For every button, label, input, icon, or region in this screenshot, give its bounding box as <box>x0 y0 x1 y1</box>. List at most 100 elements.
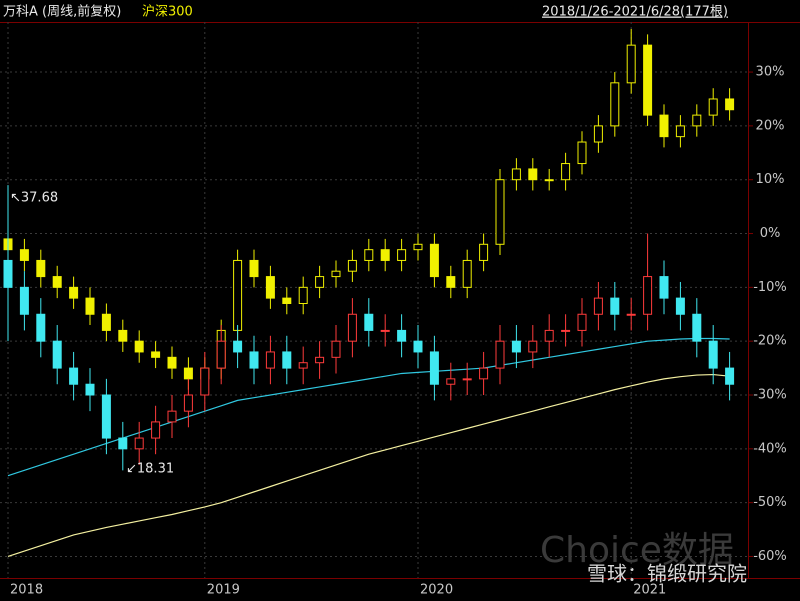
candle-body <box>528 168 538 181</box>
candle-body <box>577 141 587 165</box>
candle-body <box>561 329 571 332</box>
candle-body <box>462 378 472 381</box>
y-tick-label: -20% <box>753 334 787 349</box>
candle-body <box>249 351 259 369</box>
candle-body <box>577 313 587 331</box>
candle-body <box>708 340 718 369</box>
candle-body <box>315 356 325 364</box>
y-tick-label: -30% <box>753 387 787 402</box>
y-tick-label: -60% <box>753 549 787 564</box>
candle-body <box>101 394 111 439</box>
candle-body <box>183 367 193 380</box>
candle-body <box>216 340 226 369</box>
candle-body <box>610 297 620 315</box>
x-tick-label: 2020 <box>420 583 453 598</box>
candle-body <box>19 249 29 261</box>
candle-body <box>610 82 620 127</box>
x-tick-label: 2019 <box>207 583 240 598</box>
candle-body <box>397 329 407 342</box>
candle-body <box>134 437 144 450</box>
candle-body <box>692 114 702 127</box>
candle-body <box>593 125 603 143</box>
candle-body <box>101 313 111 331</box>
candle-body <box>36 259 46 278</box>
candle-body <box>3 259 13 288</box>
candle-body <box>708 98 718 116</box>
candle-body <box>331 340 341 358</box>
candle-body <box>511 168 521 181</box>
candle-body <box>183 394 193 412</box>
y-tick-label: 10% <box>756 172 785 187</box>
candle-body <box>380 329 390 332</box>
candle-body <box>298 286 308 304</box>
candle-body <box>495 179 505 245</box>
candle-body <box>315 276 325 288</box>
candle-body <box>643 44 653 116</box>
candle-body <box>364 313 374 331</box>
candle-body <box>167 410 177 423</box>
y-tick-label: -50% <box>753 495 787 510</box>
candle-body <box>85 297 95 315</box>
candle-body <box>675 297 685 315</box>
candle-body <box>282 297 292 304</box>
series-legend: 沪深300 <box>142 4 193 20</box>
candle-body <box>19 286 29 315</box>
candle-body <box>626 44 636 84</box>
candle-body <box>511 340 521 353</box>
candle-body <box>118 437 128 450</box>
candle-body <box>52 276 62 288</box>
y-tick-label: -10% <box>753 280 787 295</box>
candle-body <box>200 367 210 396</box>
watermark: 雪球：锦缎研究院 <box>587 562 747 586</box>
candle-body <box>265 276 275 299</box>
y-tick-label: -40% <box>753 441 787 456</box>
candle-body <box>36 313 46 342</box>
candle-body <box>364 249 374 261</box>
candle-body <box>134 340 144 353</box>
candle-body <box>593 297 603 315</box>
annotation: ↙18.31 <box>126 462 174 477</box>
y-tick-label: 20% <box>756 118 785 133</box>
candle-body <box>298 362 308 369</box>
candle-body <box>380 249 390 261</box>
candle-body <box>544 179 554 182</box>
x-tick-label: 2021 <box>633 583 666 598</box>
candle-body <box>397 249 407 261</box>
candle-body <box>675 125 685 138</box>
candle-body <box>118 329 128 342</box>
candle-body <box>265 351 275 369</box>
candle-body <box>495 340 505 369</box>
date-range: 2018/1/26-2021/6/28(177根) <box>542 5 728 20</box>
candle-body <box>643 276 653 315</box>
candle-body <box>462 259 472 288</box>
candle-body <box>282 351 292 369</box>
candle-body <box>69 286 79 299</box>
candle-body <box>479 367 489 380</box>
candle-body <box>167 356 177 369</box>
candle-body <box>446 276 456 288</box>
candle-body <box>659 276 669 299</box>
candle-body <box>528 340 538 353</box>
candle-body <box>626 313 636 316</box>
candle-body <box>249 259 259 278</box>
candle-body <box>413 243 423 251</box>
candle-body <box>52 340 62 369</box>
candle-body <box>446 378 456 385</box>
y-tick-label: 0% <box>760 226 781 241</box>
candle-body <box>692 313 702 342</box>
moving-average <box>7 337 730 477</box>
candle-body <box>429 351 439 385</box>
candle-body <box>544 329 554 342</box>
candle-body <box>413 340 423 353</box>
candle-body <box>429 243 439 278</box>
candle-body <box>479 243 489 261</box>
series-title: 万科A (周线,前复权) <box>3 4 121 20</box>
candle-body <box>331 270 341 278</box>
candle-body <box>233 340 243 353</box>
moving-average <box>7 373 730 558</box>
candle-body <box>725 367 735 385</box>
candle-body <box>85 383 95 396</box>
candle-body <box>347 259 357 272</box>
